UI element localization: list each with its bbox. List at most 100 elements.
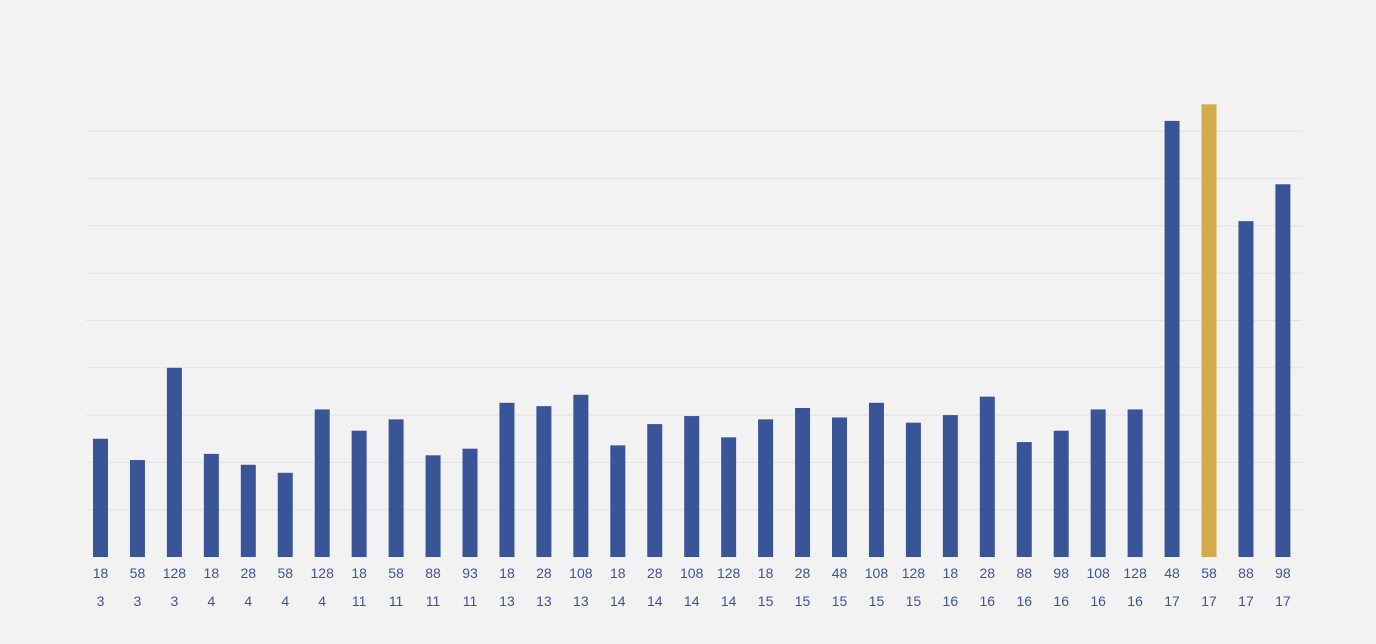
x-tick-label-bottom: 3 <box>97 593 105 609</box>
bar <box>758 419 774 557</box>
x-tick-label-top: 88 <box>1016 565 1032 581</box>
x-tick-label-bottom: 15 <box>906 593 922 609</box>
x-tick-label-top: 18 <box>758 565 774 581</box>
x-tick-label-top: 48 <box>1164 565 1180 581</box>
x-tick-label-bottom: 3 <box>134 593 142 609</box>
x-tick-label-top: 108 <box>1086 565 1110 581</box>
x-tick-label-bottom: 13 <box>536 593 552 609</box>
bar <box>93 438 108 557</box>
gridlines <box>86 130 1302 511</box>
bar <box>425 455 441 557</box>
x-tick-label-bottom: 16 <box>1090 593 1106 609</box>
x-tick-label-bottom: 15 <box>869 593 885 609</box>
x-tick-label-top: 108 <box>865 565 889 581</box>
x-tick-label-bottom: 17 <box>1201 593 1217 609</box>
bar <box>536 406 552 557</box>
x-tick-label-top: 28 <box>647 565 663 581</box>
x-tick-label-bottom: 15 <box>795 593 811 609</box>
x-tick-label-bottom: 3 <box>171 593 179 609</box>
x-tick-label-top: 58 <box>388 565 404 581</box>
x-tick-label-top: 93 <box>462 565 478 581</box>
bar <box>462 448 478 557</box>
x-tick-label-top: 28 <box>536 565 552 581</box>
x-tick-label-top: 108 <box>569 565 593 581</box>
x-tick-label-top: 88 <box>425 565 441 581</box>
x-tick-label-top: 128 <box>311 565 335 581</box>
x-tick-label-top: 18 <box>499 565 515 581</box>
x-tick-label-top: 48 <box>832 565 848 581</box>
bar <box>1238 221 1254 558</box>
x-tick-label-top: 18 <box>610 565 626 581</box>
x-tick-label-bottom: 4 <box>281 593 289 609</box>
bar <box>942 415 958 557</box>
x-tick-label-top: 18 <box>351 565 367 581</box>
bar <box>1053 430 1069 557</box>
bar <box>240 464 256 557</box>
bar <box>832 417 847 557</box>
x-tick-label-bottom: 11 <box>389 593 404 609</box>
bar <box>129 460 145 557</box>
bar <box>647 424 663 557</box>
x-tick-label-top: 18 <box>93 565 109 581</box>
x-tick-label-bottom: 4 <box>207 593 215 609</box>
bar <box>868 402 884 557</box>
bar <box>721 437 737 557</box>
x-tick-label-bottom: 13 <box>499 593 515 609</box>
x-tick-label-bottom: 14 <box>721 593 737 609</box>
x-tick-label-top: 28 <box>795 565 811 581</box>
bar <box>795 408 811 557</box>
x-tick-label-top: 128 <box>1123 565 1147 581</box>
bar <box>388 419 404 557</box>
highlighted-bar <box>1201 104 1217 557</box>
x-tick-label-top: 28 <box>980 565 996 581</box>
x-tick-label-top: 128 <box>902 565 926 581</box>
x-tick-label-bottom: 17 <box>1164 593 1180 609</box>
x-tick-label-bottom: 17 <box>1275 593 1291 609</box>
bar <box>979 396 995 557</box>
x-tick-label-bottom: 11 <box>352 593 367 609</box>
x-tick-label-top: 28 <box>241 565 257 581</box>
x-tick-label-bottom: 14 <box>684 593 700 609</box>
x-tick-label-top: 18 <box>204 565 220 581</box>
x-tick-label-bottom: 4 <box>244 593 252 609</box>
x-tick-label-top: 98 <box>1053 565 1069 581</box>
bar <box>499 402 515 557</box>
bar <box>573 394 589 557</box>
x-tick-label-bottom: 16 <box>1053 593 1069 609</box>
x-tick-label-bottom: 17 <box>1238 593 1254 609</box>
bar <box>1164 120 1180 557</box>
x-tick-label-bottom: 13 <box>573 593 589 609</box>
x-tick-label-top: 58 <box>130 565 146 581</box>
x-tick-label-top: 98 <box>1275 565 1291 581</box>
x-tick-label-bottom: 4 <box>318 593 326 609</box>
bar <box>203 453 219 557</box>
bar <box>314 409 330 557</box>
x-axis-labels: 18 3 58 3 128 3 18 4 28 4 58 4 128 4 18 11 58 11 88 11 93 11 1… <box>93 565 1291 609</box>
bar <box>684 416 700 557</box>
bar <box>1275 184 1291 557</box>
x-tick-label-top: 128 <box>163 565 187 581</box>
x-tick-label-top: 108 <box>680 565 704 581</box>
bars <box>93 104 1291 558</box>
x-tick-label-bottom: 16 <box>943 593 959 609</box>
x-tick-label-top: 18 <box>943 565 959 581</box>
bar <box>166 367 182 557</box>
bar <box>905 422 921 557</box>
x-tick-label-bottom: 11 <box>463 593 478 609</box>
bar <box>610 445 626 557</box>
x-tick-label-bottom: 14 <box>610 593 626 609</box>
x-tick-label-bottom: 15 <box>832 593 848 609</box>
x-tick-label-top: 58 <box>277 565 293 581</box>
x-tick-label-bottom: 14 <box>647 593 663 609</box>
x-tick-label-bottom: 11 <box>426 593 441 609</box>
x-tick-label-bottom: 16 <box>1016 593 1032 609</box>
bar <box>351 430 367 557</box>
x-tick-label-top: 88 <box>1238 565 1254 581</box>
x-tick-label-bottom: 15 <box>758 593 774 609</box>
bar <box>277 472 293 557</box>
x-tick-label-top: 58 <box>1201 565 1217 581</box>
bar <box>1127 409 1143 557</box>
x-tick-label-bottom: 16 <box>980 593 996 609</box>
